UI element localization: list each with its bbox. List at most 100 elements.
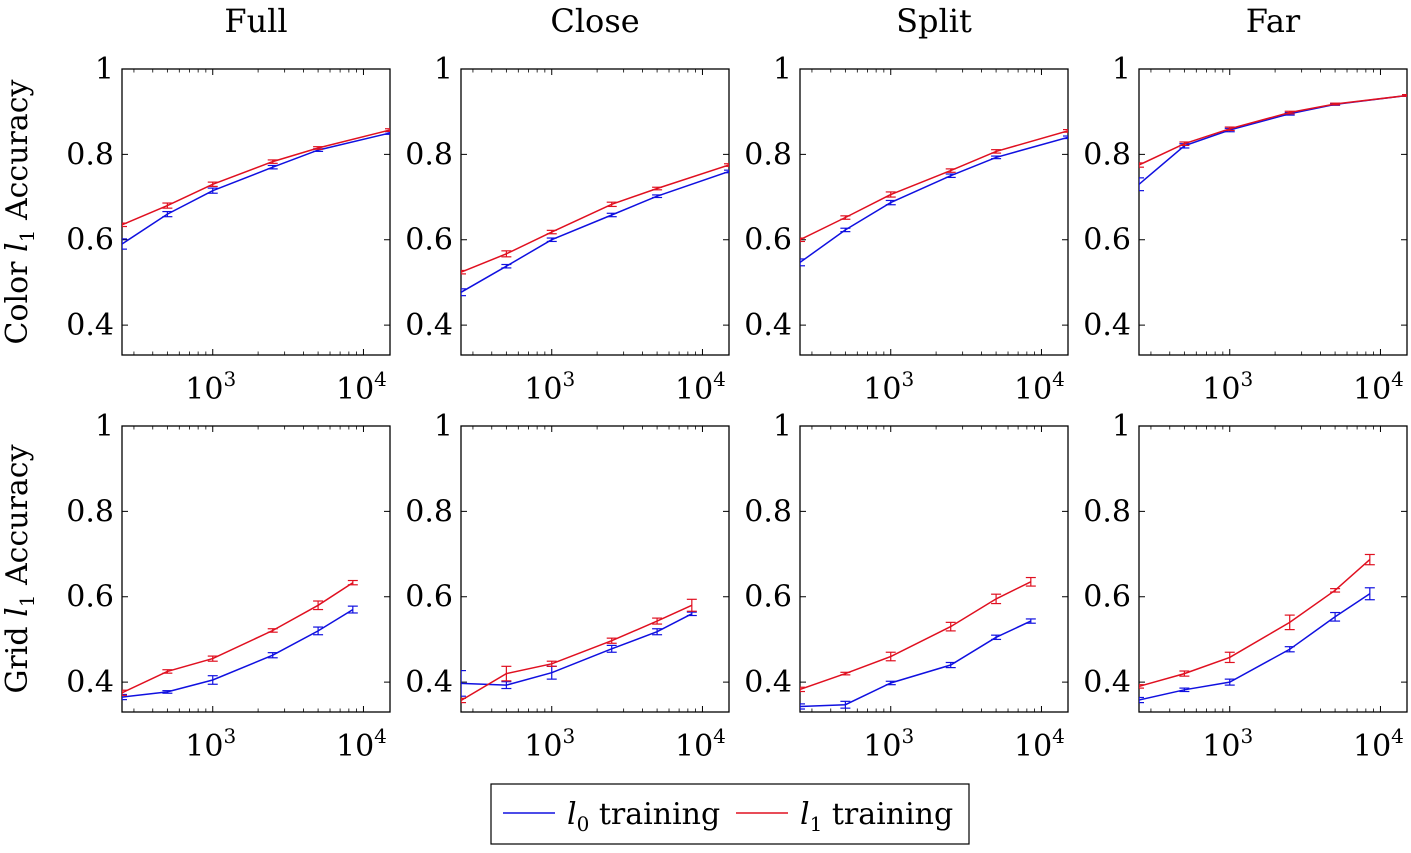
error-bar [267,628,278,633]
series-group [122,128,390,250]
error-bar [162,690,173,694]
error-bar [885,680,896,686]
error-bar [461,269,466,275]
legend-box [490,783,970,845]
error-bar [840,215,851,220]
error-bar [162,210,173,218]
y-tick-label: 1 [434,409,453,444]
x-tick-label: 104 [1014,724,1065,764]
series-line [122,129,390,226]
error-bar [1139,162,1144,168]
x-tick-label: 103 [524,724,575,764]
plot-frame [121,68,391,356]
y-tick-label: 0.6 [405,580,453,615]
error-bar [1224,678,1235,686]
error-bar [267,159,278,164]
error-bar [501,681,512,690]
y-tick-label: 0.6 [405,223,453,258]
error-bar [1224,651,1235,664]
error-bar [313,626,324,636]
error-bar [1284,646,1295,653]
y-tick-label: 0.8 [1083,137,1131,172]
x-tick-label: 103 [185,367,236,407]
error-bar [461,669,466,697]
error-bar [840,671,851,676]
y-tick-label: 0.4 [744,308,792,343]
error-bar [501,263,512,269]
y-tick-label: 0.8 [405,494,453,529]
legend-label: l0 training [567,797,720,836]
x-tick-label: 104 [336,724,387,764]
y-tick-label: 0.6 [744,223,792,258]
plot-frame [1138,68,1408,356]
series-line [461,604,693,702]
y-tick-label: 1 [773,409,792,444]
error-bar [885,651,896,662]
error-bar [606,201,617,208]
error-bar [1402,94,1407,97]
error-bar [1284,110,1295,115]
y-tick-label: 0.8 [66,494,114,529]
series-group [122,579,358,701]
y-tick-label: 0.4 [1083,665,1131,700]
chart-panel: 0.4 0.6 0.8 1 103 104 [405,409,730,764]
error-bar [945,173,956,179]
error-bar [945,621,956,632]
y-tick-label: 1 [434,52,453,87]
chart-panel: 0.4 0.6 0.8 1 103 104 [66,52,391,407]
error-bar [1330,611,1341,622]
x-tick-label: 103 [1202,724,1253,764]
chart-panel: 0.4 0.6 0.8 1 103 104 [744,52,1069,407]
series-group [800,129,1068,267]
legend-label: l1 training [800,797,953,836]
y-tick-label: 1 [95,52,114,87]
error-bar [347,605,358,614]
x-tick-label: 103 [1202,367,1253,407]
error-bar [652,617,663,625]
x-tick-label: 104 [336,367,387,407]
x-tick-label: 104 [1014,367,1065,407]
error-bar [385,131,390,135]
series-line [800,130,1068,241]
error-bar [1364,587,1375,601]
series-line [1139,559,1371,688]
error-bar [461,288,466,297]
series-group [461,163,729,297]
error-bar [991,155,1002,160]
error-bar [267,164,278,170]
y-tick-label: 0.8 [66,137,114,172]
error-bar [207,675,218,685]
chart-panel: 0.4 0.6 0.8 1 103 104 [1083,52,1408,407]
error-bar [1139,684,1144,689]
y-tick-label: 0.8 [744,494,792,529]
plot-frame [460,425,730,713]
error-bar [546,237,557,243]
y-tick-label: 0.4 [405,665,453,700]
chart-panel: 0.4 0.6 0.8 1 103 104 [66,409,391,764]
error-bar [991,634,1002,641]
row-label: Color l1 Accuracy [0,79,39,344]
error-bar [991,149,1002,154]
legend: l0 training l1 training [490,783,970,845]
y-tick-label: 0.8 [1083,494,1131,529]
error-bar [546,229,557,235]
error-bar [122,693,127,701]
error-bar [461,697,466,704]
series-line [122,582,354,694]
y-tick-label: 1 [773,52,792,87]
error-bar [162,202,173,209]
series-line [1139,94,1407,166]
plot-frame [121,425,391,713]
error-bar [313,600,324,611]
series-line [800,136,1068,264]
chart-panel: 0.4 0.6 0.8 1 103 104 [1083,409,1408,764]
row-label: Grid l1 Accuracy [0,444,39,693]
y-tick-label: 0.6 [1083,580,1131,615]
error-bar [1179,670,1190,677]
error-bar [313,146,324,150]
error-bar [122,238,127,250]
y-tick-label: 0.8 [405,137,453,172]
error-bar [724,169,729,174]
y-tick-label: 0.4 [744,665,792,700]
